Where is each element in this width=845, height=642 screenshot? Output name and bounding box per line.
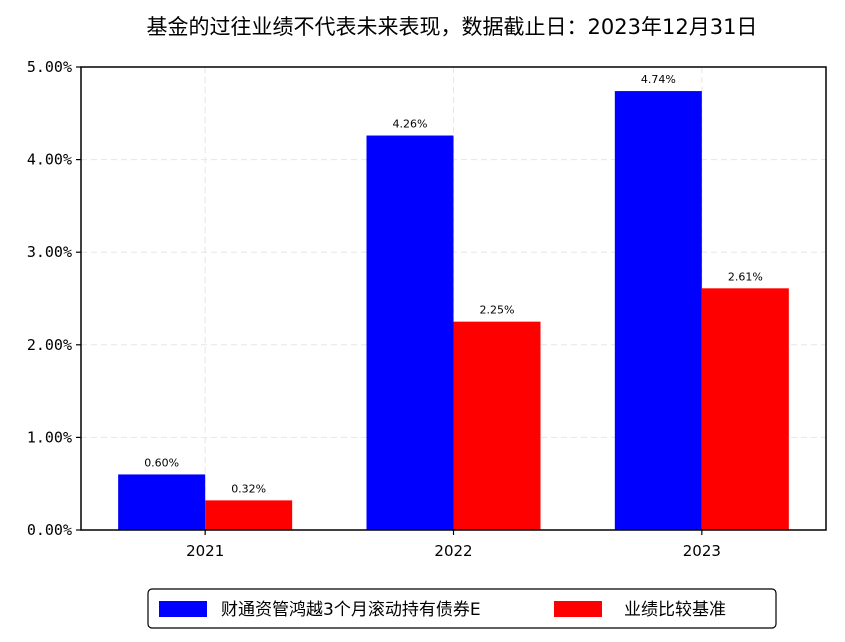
legend-label: 业绩比较基准 (624, 600, 726, 620)
data-label: 0.60% (144, 456, 179, 469)
legend-swatch (159, 601, 207, 617)
bar-2021-series-1 (118, 474, 206, 530)
x-tick-label: 2022 (434, 542, 472, 560)
data-label: 4.26% (393, 118, 428, 131)
legend: 财通资管鸿越3个月滚动持有债券E 业绩比较基准 (147, 588, 777, 629)
bar-2022-series-1 (366, 135, 454, 531)
bar-2021-series-2 (205, 500, 293, 530)
y-tick-label: 1.00% (27, 428, 72, 446)
data-label: 4.74% (641, 73, 676, 86)
y-tick-label: 5.00% (27, 58, 72, 76)
data-label: 0.32% (231, 482, 266, 495)
legend-label: 财通资管鸿越3个月滚动持有债券E (221, 600, 481, 620)
bar-2022-series-2 (453, 321, 541, 530)
data-label: 2.25% (480, 304, 515, 317)
x-axis: 2021 2022 2023 (186, 530, 721, 560)
legend-swatch (554, 601, 602, 617)
y-tick-label: 2.00% (27, 336, 72, 354)
x-tick-label: 2021 (186, 542, 224, 560)
legend-box (147, 588, 777, 629)
data-labels: 0.60% 4.26% 4.74% 0.32% 2.25% 2.61% (144, 73, 763, 495)
chart-title: 基金的过往业绩不代表未来表现，数据截止日：2023年12月31日 (147, 15, 758, 39)
bar-2023-series-1 (614, 91, 702, 531)
y-tick-label: 0.00% (27, 521, 72, 539)
y-tick-label: 4.00% (27, 151, 72, 169)
data-label: 2.61% (728, 270, 763, 283)
bar-series (118, 91, 789, 531)
x-tick-label: 2023 (683, 542, 721, 560)
y-axis: 0.00% 1.00% 2.00% 3.00% 4.00% 5.00% (27, 58, 81, 539)
bar-2023-series-2 (701, 288, 789, 530)
y-tick-label: 3.00% (27, 243, 72, 261)
